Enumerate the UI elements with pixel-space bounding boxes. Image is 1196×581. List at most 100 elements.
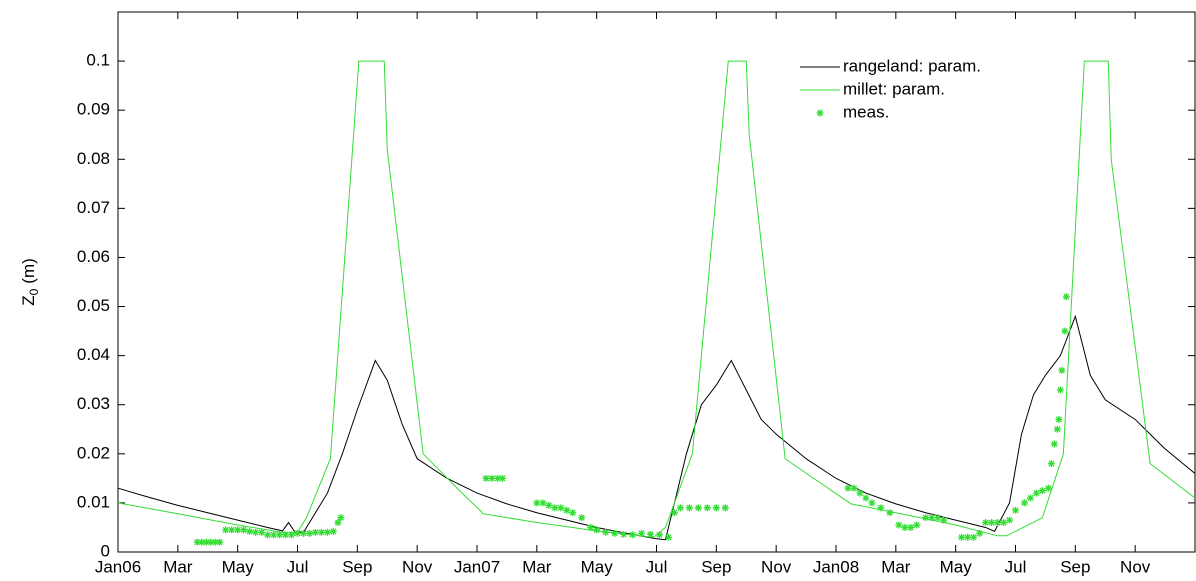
x-tick-label: Mar <box>522 557 552 576</box>
marker <box>563 506 571 514</box>
marker <box>211 538 219 546</box>
y-axis-label: Z0 (m) <box>19 258 41 306</box>
marker <box>1062 293 1070 301</box>
marker <box>964 533 972 541</box>
marker <box>988 519 996 527</box>
x-tick-label: Jan07 <box>454 557 500 576</box>
marker <box>602 528 610 536</box>
marker <box>862 494 870 502</box>
marker <box>856 489 864 497</box>
marker <box>970 533 978 541</box>
y-tick-label: 0.06 <box>77 247 110 266</box>
marker <box>1055 415 1063 423</box>
marker <box>922 514 930 522</box>
marker <box>886 509 894 517</box>
marker <box>712 504 720 512</box>
plot-frame <box>117 11 1196 553</box>
x-tick-label: Nov <box>1120 557 1151 576</box>
marker <box>1006 516 1014 524</box>
marker <box>282 531 290 539</box>
marker <box>721 504 729 512</box>
marker <box>976 529 984 537</box>
marker <box>647 530 655 538</box>
marker <box>1000 519 1008 527</box>
marker <box>901 523 909 531</box>
marker <box>593 526 601 534</box>
marker <box>1044 484 1052 492</box>
marker <box>1058 366 1066 374</box>
marker <box>587 523 595 531</box>
marker <box>234 526 242 534</box>
legend-label: rangeland: param. <box>843 56 981 75</box>
y-label-unit: (m) <box>19 258 38 283</box>
marker <box>337 514 345 522</box>
marker <box>222 526 230 534</box>
marker <box>1056 386 1064 394</box>
marker <box>670 509 678 517</box>
y-tick-label: 0 <box>101 541 110 560</box>
x-tick-label: Jul <box>1005 557 1027 576</box>
marker <box>895 521 903 529</box>
y-label-main: Z <box>19 295 38 305</box>
marker <box>264 531 272 539</box>
marker <box>488 474 496 482</box>
marker <box>270 531 278 539</box>
marker <box>816 109 824 117</box>
marker <box>629 531 637 539</box>
marker <box>311 528 319 536</box>
marker <box>539 499 547 507</box>
marker <box>334 519 342 527</box>
marker <box>569 509 577 517</box>
marker <box>958 533 966 541</box>
marker <box>258 528 266 536</box>
marker <box>638 529 646 537</box>
x-tick-label: Nov <box>761 557 792 576</box>
marker <box>288 531 296 539</box>
marker <box>533 499 541 507</box>
marker <box>868 499 876 507</box>
marker <box>1050 440 1058 448</box>
marker <box>323 528 331 536</box>
marker <box>685 504 693 512</box>
marker <box>703 504 711 512</box>
x-tick-label: Jan08 <box>813 557 859 576</box>
marker <box>1026 494 1034 502</box>
y-tick-label: 0.05 <box>77 296 110 315</box>
x-tick-label: Jul <box>287 557 309 576</box>
marker <box>240 526 248 534</box>
marker <box>198 538 206 546</box>
marker <box>498 474 506 482</box>
x-tick-label: May <box>222 557 255 576</box>
y-tick-label: 0.08 <box>77 149 110 168</box>
y-label-sub: 0 <box>27 288 41 295</box>
marker <box>664 533 672 541</box>
marker <box>1053 425 1061 433</box>
marker <box>611 529 619 537</box>
marker <box>494 474 502 482</box>
marker <box>982 519 990 527</box>
x-tick-label: Jan06 <box>95 557 141 576</box>
marker <box>294 529 301 537</box>
x-tick-label: Sep <box>1060 557 1090 576</box>
y-tick-label: 0.07 <box>77 198 110 217</box>
marker <box>1020 499 1028 507</box>
marker <box>551 504 559 512</box>
marker <box>1038 487 1046 495</box>
marker <box>545 501 553 509</box>
marker <box>913 521 921 529</box>
marker <box>228 526 236 534</box>
y-tick-label: 0.09 <box>77 100 110 119</box>
x-tick-label: May <box>940 557 973 576</box>
marker <box>329 527 337 535</box>
marker <box>305 529 313 537</box>
marker <box>907 523 915 531</box>
marker <box>850 484 858 492</box>
x-tick-label: Sep <box>342 557 372 576</box>
marker <box>844 484 852 492</box>
marker <box>994 519 1002 527</box>
marker <box>1012 506 1019 514</box>
marker <box>1032 489 1040 497</box>
y-tick-label: 0.01 <box>77 492 110 511</box>
marker <box>202 538 210 546</box>
